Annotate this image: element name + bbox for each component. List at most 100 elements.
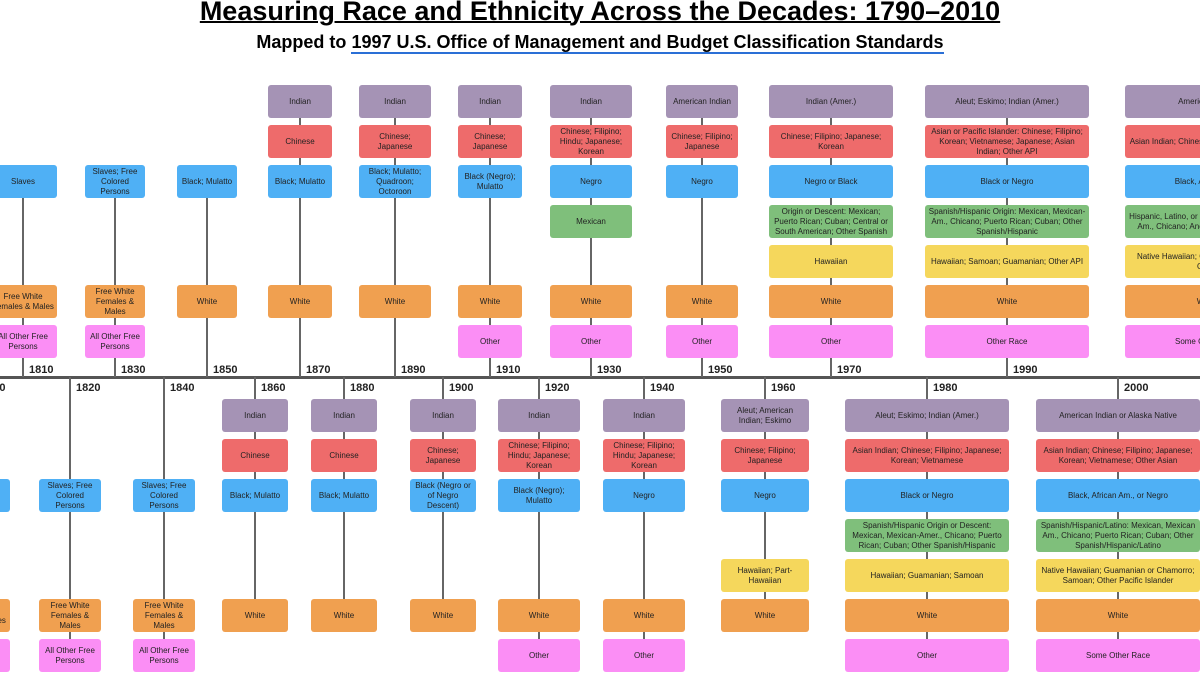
decade-label: 1860 xyxy=(261,382,286,394)
decade-label: 1950 xyxy=(708,364,733,376)
decade-label: 1930 xyxy=(597,364,622,376)
indian-box: Indian xyxy=(498,399,580,432)
pacific-box: Hawaiian xyxy=(769,245,893,278)
indian-box: Indian xyxy=(268,85,332,118)
decade-label: 1880 xyxy=(350,382,375,394)
black-box: Black (Negro); Mulatto xyxy=(458,165,522,198)
connector xyxy=(489,101,491,377)
white-box: White xyxy=(603,599,685,632)
asian-box: Asian Indian; Chinese; Filipino; Japanes… xyxy=(1036,439,1200,472)
indian-box: Indian xyxy=(550,85,632,118)
pacific-box: Hawaiian; Part-Hawaiian xyxy=(721,559,809,592)
black-box: Negro xyxy=(603,479,685,512)
connector xyxy=(22,181,24,377)
black-box: Black; Mulatto xyxy=(268,165,332,198)
asian-box: Chinese; Filipino; Hindu; Japanese; Kore… xyxy=(498,439,580,472)
black-box: Black or Negro xyxy=(925,165,1089,198)
decade-label: 1960 xyxy=(771,382,796,394)
other-box: Other Race xyxy=(925,325,1089,358)
decade-label: 1890 xyxy=(401,364,426,376)
asian-box: Asian or Pacific Islander: Chinese; Fili… xyxy=(925,125,1089,158)
connector xyxy=(926,377,928,655)
indian-box: Indian xyxy=(311,399,377,432)
indian-box: American Indian xyxy=(1125,85,1200,118)
white-box: Free White Females & Males xyxy=(85,285,145,318)
other-box: All Other Free Persons xyxy=(0,325,57,358)
indian-box: Indian xyxy=(359,85,431,118)
decade-label: 1910 xyxy=(496,364,521,376)
decade-label: 1920 xyxy=(545,382,570,394)
hispanic-box: Mexican xyxy=(550,205,632,238)
black-box: Negro xyxy=(666,165,738,198)
connector xyxy=(643,377,645,655)
decade-label: 1820 xyxy=(76,382,101,394)
subtitle-link: 1997 U.S. Office of Management and Budge… xyxy=(351,32,944,54)
white-box: White xyxy=(769,285,893,318)
decade-label: 1830 xyxy=(121,364,146,376)
black-box: Slaves; Free Colored Persons xyxy=(39,479,101,512)
other-box: Other xyxy=(498,639,580,672)
black-box: Slaves; Free Colored Persons xyxy=(133,479,195,512)
connector xyxy=(701,101,703,377)
indian-box: Aleut; American Indian; Eskimo xyxy=(721,399,809,432)
white-box: White xyxy=(498,599,580,632)
other-box: All Other Free Persons xyxy=(0,639,10,672)
decade-label: 1800 xyxy=(0,382,6,394)
hispanic-box: Spanish/Hispanic/Latino: Mexican, Mexica… xyxy=(1036,519,1200,552)
black-box: Slaves xyxy=(0,479,10,512)
white-box: White xyxy=(1125,285,1200,318)
decade-label: 1840 xyxy=(170,382,195,394)
asian-box: Chinese xyxy=(268,125,332,158)
hispanic-box: Spanish/Hispanic Origin: Mexican, Mexica… xyxy=(925,205,1089,238)
indian-box: American Indian or Alaska Native xyxy=(1036,399,1200,432)
other-box: Some Other Race xyxy=(1125,325,1200,358)
other-box: Other xyxy=(769,325,893,358)
decade-label: 1810 xyxy=(29,364,54,376)
white-box: White xyxy=(359,285,431,318)
white-box: White xyxy=(1036,599,1200,632)
white-box: White xyxy=(268,285,332,318)
decade-label: 1850 xyxy=(213,364,238,376)
black-box: Black, African Am. xyxy=(1125,165,1200,198)
other-box: All Other Free Persons xyxy=(85,325,145,358)
subtitle-lead: Mapped to xyxy=(256,32,347,52)
indian-box: Aleut; Eskimo; Indian (Amer.) xyxy=(925,85,1089,118)
connector xyxy=(114,181,116,377)
other-box: Other xyxy=(603,639,685,672)
asian-box: Chinese; Japanese xyxy=(410,439,476,472)
black-box: Black, African Am., or Negro xyxy=(1036,479,1200,512)
asian-box: Chinese; Japanese xyxy=(359,125,431,158)
asian-box: Chinese xyxy=(311,439,377,472)
asian-box: Chinese; Japanese xyxy=(458,125,522,158)
white-box: Free White Females & Males xyxy=(39,599,101,632)
asian-box: Chinese; Filipino; Japanese xyxy=(666,125,738,158)
other-box: Other xyxy=(550,325,632,358)
connector xyxy=(163,377,165,655)
decade-label: 1940 xyxy=(650,382,675,394)
hispanic-box: Origin or Descent: Mexican; Puerto Rican… xyxy=(769,205,893,238)
asian-box: Asian Indian; Chinese; Korean; Vietnames… xyxy=(1125,125,1200,158)
black-box: Negro xyxy=(721,479,809,512)
white-box: White xyxy=(721,599,809,632)
indian-box: Aleut; Eskimo; Indian (Amer.) xyxy=(845,399,1009,432)
subtitle: Mapped to 1997 U.S. Office of Management… xyxy=(0,32,1200,54)
connector xyxy=(206,181,208,377)
white-box: White xyxy=(222,599,288,632)
hispanic-box: Hispanic, Latino, or Spanish origin: Mex… xyxy=(1125,205,1200,238)
white-box: White xyxy=(550,285,632,318)
black-box: Black; Mulatto; Quadroon; Octoroon xyxy=(359,165,431,198)
black-box: Slaves; Free Colored Persons xyxy=(85,165,145,198)
indian-box: Indian xyxy=(410,399,476,432)
white-box: White xyxy=(311,599,377,632)
black-box: Negro or Black xyxy=(769,165,893,198)
decade-label: 1900 xyxy=(449,382,474,394)
other-box: Other xyxy=(845,639,1009,672)
connector xyxy=(69,377,71,655)
white-box: White xyxy=(177,285,237,318)
white-box: Free White Females & Males xyxy=(133,599,195,632)
pacific-box: Hawaiian; Guamanian; Samoan xyxy=(845,559,1009,592)
asian-box: Chinese; Filipino; Japanese xyxy=(721,439,809,472)
other-box: Other xyxy=(666,325,738,358)
pacific-box: Hawaiian; Samoan; Guamanian; Other API xyxy=(925,245,1089,278)
decade-label: 1980 xyxy=(933,382,958,394)
